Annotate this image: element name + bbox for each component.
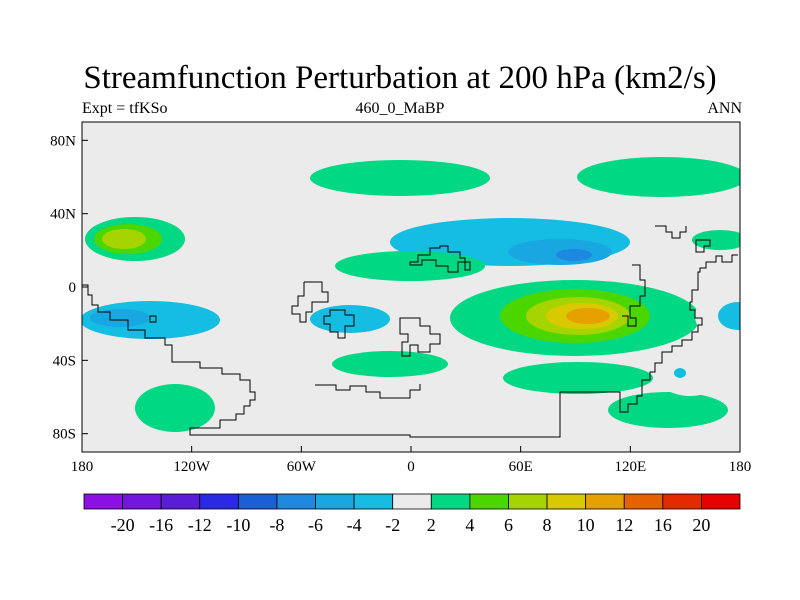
colorbar-label: 12	[615, 515, 633, 535]
contour-positive-west-pacific-8	[102, 229, 146, 249]
contour-positive-north-pacific-inner	[82, 168, 112, 196]
colorbar-label: -12	[188, 515, 212, 535]
contour-positive-south-atlantic	[332, 351, 448, 377]
contour-positive-north-pacific	[577, 157, 740, 197]
colorbar-swatch	[469, 493, 509, 510]
colorbar-swatch	[315, 493, 355, 510]
colorbar-label: 6	[504, 515, 513, 535]
x-tick-label: 120W	[173, 459, 211, 475]
coastline-asia-peninsula	[622, 264, 646, 327]
y-tick-label: 80S	[53, 427, 76, 443]
contour-positive-southern-ocean-east	[608, 392, 728, 428]
coastline-small-east	[149, 315, 157, 323]
colorbar-swatch	[83, 493, 123, 510]
colorbar-swatch	[237, 493, 278, 510]
colorbar-label: -20	[111, 515, 135, 535]
contour-fields	[82, 157, 740, 432]
contour-negative-australia-4	[674, 368, 686, 378]
coastline-africa-west	[291, 281, 329, 323]
contour-negative-east-edge-outer	[695, 288, 740, 344]
coastline-east-asia	[655, 225, 687, 239]
colorbar-label: 20	[692, 515, 710, 535]
colorbar-label: 2	[427, 515, 436, 535]
contour-negative-eurasia-8	[556, 249, 592, 261]
colorbar-swatch	[122, 493, 162, 510]
colorbar-swatch	[623, 493, 664, 510]
coastline-southern-islands	[315, 384, 421, 399]
colorbar-label: -8	[269, 515, 284, 535]
colorbar-swatch	[392, 493, 432, 510]
colorbar-swatch	[546, 493, 587, 510]
chart-title: Streamfunction Perturbation at 200 hPa (…	[83, 60, 717, 96]
x-tick-label: 180	[729, 459, 752, 475]
contour-positive-indian-10	[566, 308, 610, 324]
colorbar-swatch	[585, 493, 625, 510]
colorbar-label: -16	[149, 515, 173, 535]
x-axis: 180 120W 60W 0 60E 120E 180	[71, 446, 752, 475]
colorbar-swatch	[508, 493, 548, 510]
x-tick-label: 0	[407, 459, 415, 475]
contour-negative-east-edge-4	[718, 302, 740, 330]
colorbar-swatch	[199, 493, 239, 510]
contour-positive-south-pacific	[135, 384, 215, 432]
contour-positive-far-west	[82, 167, 93, 197]
y-tick-label: 80N	[50, 133, 76, 149]
coastline-south-america-antarctic	[82, 254, 738, 438]
y-tick-label: 40N	[50, 207, 76, 223]
y-tick-label: 0	[69, 280, 77, 296]
coastline-east-pacific-island	[695, 239, 711, 253]
colorbar-label: -10	[226, 515, 250, 535]
season-label: ANN	[707, 100, 742, 117]
colorbar-label: -6	[308, 515, 323, 535]
coastline-african-south	[323, 309, 355, 339]
colorbar: -20 -16 -12 -10 -8 -6 -4 -2 2 4 6 8 10 12 16 20	[83, 493, 741, 535]
contour-negative-south-atlantic-4	[310, 305, 390, 333]
contour-positive-nw-pacific	[692, 230, 740, 250]
y-axis: 80N 40N 0 40S 80S	[50, 133, 88, 443]
contour-negative-east-pacific-6	[90, 309, 150, 327]
contour-positive-north-atlantic	[310, 160, 490, 196]
contour-positive-south-indian	[503, 362, 653, 394]
x-tick-label: 120E	[614, 459, 646, 475]
colorbar-label: 8	[543, 515, 552, 535]
colorbar-label: -2	[385, 515, 400, 535]
coastline-madagascar	[399, 317, 441, 357]
colorbar-label: 10	[577, 515, 595, 535]
colorbar-swatch	[701, 493, 741, 510]
colorbar-swatch	[353, 493, 394, 510]
colorbar-swatch	[662, 493, 702, 510]
colorbar-swatch	[430, 493, 471, 510]
contour-negative-east-pacific-tail	[202, 353, 298, 377]
x-tick-label: 180	[71, 459, 94, 475]
coastline-europe-asia	[409, 245, 471, 273]
coastlines	[82, 225, 738, 438]
colorbar-swatch	[160, 493, 201, 510]
colorbar-label: -4	[347, 515, 362, 535]
x-tick-label: 60E	[509, 459, 533, 475]
period-label: 460_0_MaBP	[355, 100, 445, 117]
experiment-label: Expt = tfKSo	[82, 100, 168, 117]
contour-negative-australia-outer	[652, 340, 728, 396]
colorbar-label: 16	[654, 515, 672, 535]
y-tick-label: 40S	[53, 353, 76, 369]
x-tick-label: 60W	[287, 459, 317, 475]
colorbar-label: 4	[465, 515, 474, 535]
colorbar-swatch	[276, 493, 316, 510]
contour-positive-tropical-atlantic	[335, 251, 485, 281]
